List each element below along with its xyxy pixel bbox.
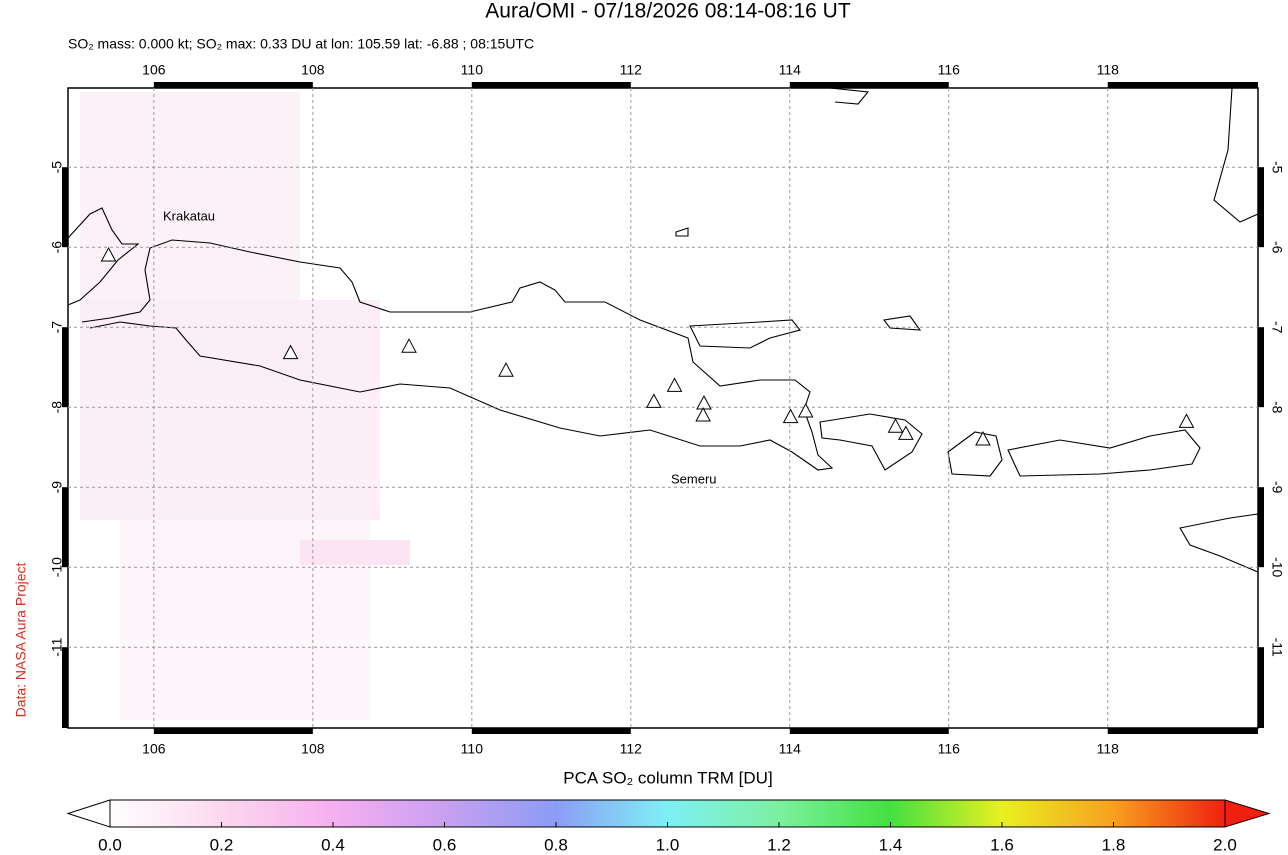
y-tick-label: -7 (1269, 321, 1285, 334)
volcano-label: Semeru (671, 471, 717, 486)
frame-band (1258, 167, 1264, 248)
y-tick-label: -11 (1269, 638, 1285, 657)
x-tick-label: 116 (938, 62, 961, 78)
x-tick-label: 108 (301, 741, 325, 757)
frame-band (471, 82, 631, 88)
volcano-marker (1178, 413, 1195, 428)
frame-band (1258, 487, 1264, 568)
colorbar-tick-label: 0.0 (98, 835, 122, 854)
y-tick-label: -5 (1269, 161, 1285, 174)
y-tick-label: -8 (49, 401, 65, 414)
y-tick-label: -6 (1269, 241, 1285, 254)
frame-band (62, 487, 68, 568)
colorbar-tick-label: 0.2 (210, 835, 234, 854)
frame-band (1107, 82, 1258, 88)
y-tick-label: -8 (1269, 401, 1285, 414)
colorbar-tick-label: 1.2 (767, 835, 791, 854)
volcano-marker (887, 418, 904, 433)
colorbar-tick-label: 0.4 (321, 835, 345, 854)
volcano-marker (646, 393, 662, 408)
volcano-marker (695, 406, 711, 422)
frame-band (789, 728, 949, 734)
volcano-marker (696, 394, 712, 410)
x-tick-label: 106 (142, 62, 166, 78)
credit: Data: NASA Aura Project (13, 562, 29, 717)
y-tick-label: -5 (49, 161, 65, 174)
volcano-label: Krakatau (163, 208, 215, 223)
colorbar-tick-label: 0.6 (433, 835, 457, 854)
colorbar-tick-label: 1.0 (656, 835, 680, 854)
volcano-marker (282, 344, 299, 360)
colorbar-tick-label: 1.4 (879, 835, 903, 854)
y-tick-label: -9 (1269, 481, 1285, 494)
subtitle: SO₂ mass: 0.000 kt; SO₂ max: 0.33 DU at … (68, 36, 534, 52)
colorbar-tick-label: 1.6 (990, 835, 1014, 854)
x-tick-label: 110 (461, 741, 484, 757)
colorbar-tick-label: 0.8 (544, 835, 568, 854)
so2-field (80, 92, 410, 720)
map-frame (67, 87, 1259, 729)
x-tick-label: 110 (461, 62, 484, 78)
x-tick-label: 114 (779, 62, 802, 78)
colorbar-under (66, 799, 111, 828)
volcano-marker (498, 362, 514, 377)
colorbar-tick-label: 1.8 (1102, 835, 1126, 854)
title: Aura/OMI - 07/18/2026 08:14-08:16 UT (485, 0, 851, 23)
colorbar-tick-label: 2.0 (1213, 835, 1237, 854)
volcano-marker (100, 246, 117, 262)
y-tick-label: -10 (49, 557, 65, 577)
frame-band (62, 327, 68, 408)
volcano-marker (975, 430, 991, 446)
x-tick-label: 108 (301, 62, 325, 78)
colorbar-over (1224, 799, 1271, 828)
frame-band (471, 728, 631, 734)
frame-band (1258, 647, 1264, 728)
x-tick-label: 118 (1097, 62, 1120, 78)
frame-band (62, 167, 68, 248)
volcano-marker (898, 425, 914, 440)
colorbar-title: PCA SO₂ column TRM [DU] (563, 768, 772, 787)
x-tick-label: 116 (938, 741, 961, 757)
y-tick-label: -7 (49, 321, 65, 334)
frame-band (1258, 327, 1264, 408)
volcano-marker (782, 408, 799, 424)
frame-band (153, 82, 313, 88)
volcano-marker (666, 377, 683, 392)
x-tick-label: 114 (779, 741, 802, 757)
x-tick-label: 112 (620, 62, 643, 78)
y-tick-label: -11 (49, 637, 65, 656)
x-tick-label: 112 (620, 741, 643, 757)
y-tick-label: -9 (49, 481, 65, 494)
coastline (67, 87, 1259, 573)
volcano-marker (401, 338, 417, 353)
x-tick-label: 118 (1097, 741, 1120, 757)
y-tick-label: -10 (1269, 557, 1285, 577)
x-tick-label: 106 (142, 741, 166, 757)
y-tick-label: -6 (49, 241, 65, 254)
frame-band (153, 728, 313, 734)
volcano-marker (797, 402, 814, 418)
frame-band (62, 647, 68, 728)
frame-band (789, 82, 949, 88)
frame-band (1107, 728, 1258, 734)
